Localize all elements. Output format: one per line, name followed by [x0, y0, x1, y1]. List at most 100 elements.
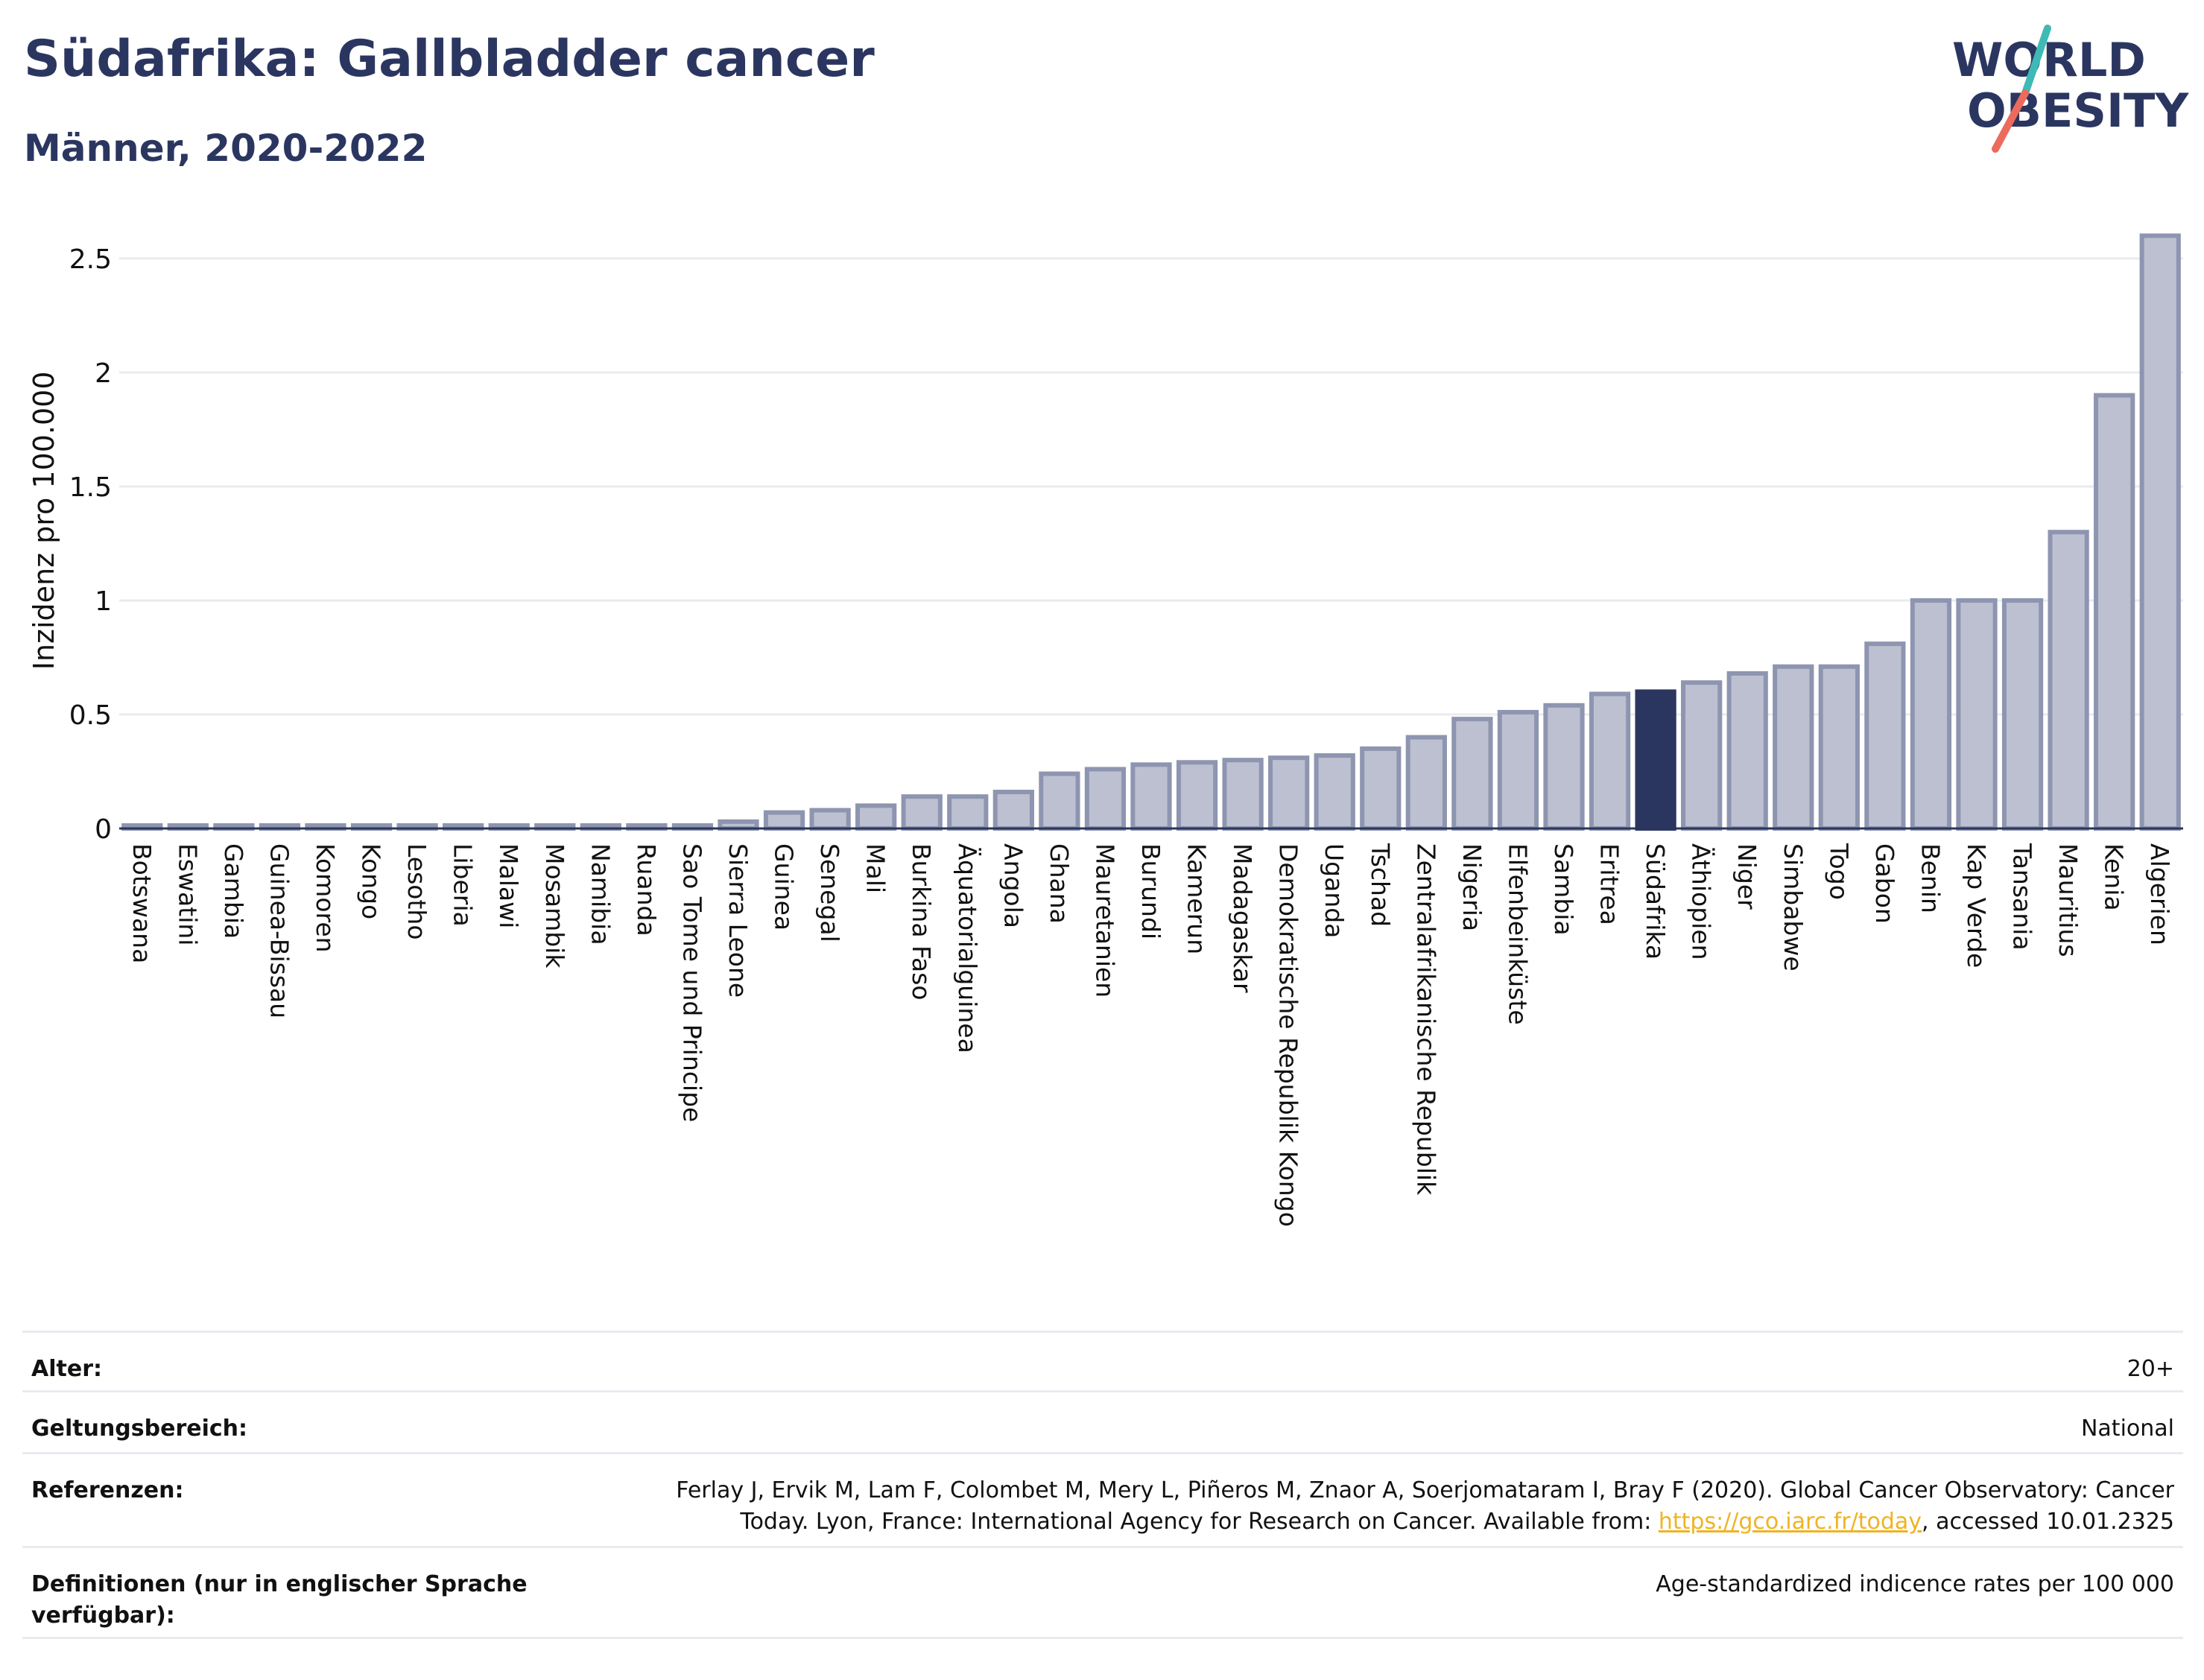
x-tick-label: Guinea-Bissau	[265, 843, 294, 1018]
y-tick-label: 0	[95, 814, 112, 845]
chart-title: Südafrika: Gallbladder cancer	[24, 30, 875, 89]
bar	[763, 810, 805, 831]
x-tick-label: Gambia	[219, 843, 248, 939]
bar	[809, 808, 851, 831]
references-line2-pre: Today. Lyon, France: International Agenc…	[740, 1509, 1659, 1535]
x-tick-label: Tansania	[2008, 843, 2037, 951]
x-tick-label: Tschad	[1366, 843, 1395, 927]
meta-row-references: Referenzen: Ferlay J, Ervik M, Lam F, Co…	[22, 1452, 2183, 1546]
x-tick-label: Sierra Leone	[723, 843, 753, 998]
bar	[1726, 671, 1768, 831]
x-tick-label: Mali	[861, 843, 890, 893]
x-tick-label: Komoren	[311, 843, 340, 953]
bar	[1956, 598, 1998, 831]
bar	[1405, 735, 1447, 831]
meta-row-age: Alter: 20+	[22, 1331, 2183, 1390]
x-tick-label: Kongo	[357, 843, 386, 919]
x-tick-label: Sambia	[1549, 843, 1578, 936]
x-tick-label: Botswana	[127, 843, 156, 963]
x-tick-label: Burkina Faso	[907, 843, 936, 1001]
x-tick-label: Niger	[1732, 843, 1761, 910]
x-tick-label: Namibia	[586, 843, 615, 945]
x-tick-label: Kamerun	[1182, 843, 1212, 954]
x-tick-label: Togo	[1824, 843, 1853, 900]
bar	[855, 803, 897, 831]
logo-line1: WORLD	[1952, 33, 2146, 87]
bar	[947, 794, 989, 831]
bar	[1773, 664, 1814, 831]
scope-value: National	[2080, 1416, 2174, 1442]
x-axis-labels: Botswana Eswatini Gambia Guinea-Bissau Komor…	[127, 843, 2174, 1227]
definitions-value: Age-standardized indicence rates per 100…	[1656, 1571, 2174, 1597]
x-tick-label: Ghana	[1045, 843, 1074, 924]
x-tick-label: Kenia	[2100, 843, 2129, 911]
x-tick-label: Zentralafrikanische Republik	[1411, 843, 1440, 1196]
bar	[1589, 691, 1631, 831]
definitions-label: Definitionen (nur in englischer Sprache …	[31, 1571, 528, 1629]
bar	[1130, 762, 1172, 831]
bar	[1360, 746, 1402, 831]
bar	[901, 794, 943, 831]
x-tick-label: Lesotho	[402, 843, 431, 940]
bar	[992, 790, 1034, 831]
bar	[1084, 767, 1127, 831]
x-tick-label: Äthiopien	[1687, 843, 1716, 960]
bar	[1497, 709, 1539, 831]
y-axis-ticks: 0 0.5 1 1.5 2 2.5	[69, 244, 112, 845]
bar	[1176, 760, 1218, 831]
bar	[1910, 598, 1952, 831]
references-line1: Ferlay J, Ervik M, Lam F, Colombet M, Me…	[676, 1477, 2174, 1503]
x-tick-label: Sao Tome und Principe	[677, 843, 706, 1122]
references-label: Referenzen:	[31, 1477, 184, 1503]
x-tick-label: Algerien	[2145, 843, 2174, 945]
bar	[1543, 703, 1585, 831]
x-tick-label: Gabon	[1870, 843, 1899, 924]
x-tick-label: Südafrika	[1641, 843, 1670, 960]
y-tick-label: 1.5	[69, 472, 112, 503]
x-tick-label: Demokratische Republik Kongo	[1274, 843, 1303, 1227]
y-tick-label: 2.5	[69, 244, 112, 275]
logo-slash-teal	[2021, 25, 2051, 97]
x-tick-label: Nigeria	[1457, 843, 1486, 931]
references-value: Ferlay J, Ervik M, Lam F, Colombet M, Me…	[676, 1475, 2174, 1538]
x-tick-label: Madagaskar	[1228, 843, 1257, 993]
x-tick-label: Ruanda	[632, 843, 661, 936]
scope-label: Geltungsbereich:	[31, 1416, 248, 1442]
chart-subtitle: Männer, 2020-2022	[24, 127, 428, 170]
x-tick-label: Burundi	[1136, 843, 1165, 939]
x-tick-label: Mosambik	[540, 843, 569, 969]
y-tick-label: 2	[95, 358, 112, 389]
bar	[1635, 689, 1676, 831]
x-tick-label: Senegal	[815, 843, 844, 942]
logo-slash-coral	[1992, 89, 2029, 153]
bar	[1864, 641, 1906, 831]
x-tick-label: Elfenbeinküste	[1503, 843, 1532, 1025]
bar	[2094, 393, 2135, 831]
meta-row-definitions: Definitionen (nur in englischer Sprache …	[22, 1546, 2183, 1639]
x-tick-label: Benin	[1916, 843, 1945, 913]
bar	[2048, 530, 2089, 831]
y-axis-label: Inzidenz pro 100.000	[28, 372, 60, 671]
references-line2-post: , accessed 10.01.2325	[1922, 1509, 2174, 1535]
bar	[2001, 598, 2044, 831]
bar-chart: 0 0.5 1 1.5 2 2.5 Botswana Eswatini Gambia Guine…	[28, 233, 2183, 1227]
x-tick-label: Mauretanien	[1090, 843, 1119, 998]
x-tick-label: Malawi	[494, 843, 523, 928]
x-tick-label: Eswatini	[173, 843, 202, 945]
x-tick-label: Kap Verde	[1962, 843, 1991, 968]
references-link[interactable]: https://gco.iarc.fr/today	[1658, 1509, 1922, 1535]
x-tick-label: Mauritius	[2053, 843, 2083, 957]
bars	[121, 233, 2181, 831]
bar	[1818, 664, 1860, 831]
x-tick-label: Eritrea	[1595, 843, 1624, 925]
bar	[1268, 755, 1310, 831]
bar	[1451, 717, 1493, 831]
bar	[1681, 680, 1723, 831]
bar	[1039, 771, 1080, 831]
x-tick-label: Uganda	[1320, 843, 1349, 938]
bar	[1222, 758, 1264, 831]
meta-row-scope: Geltungsbereich: National	[22, 1390, 2183, 1452]
y-tick-label: 0.5	[69, 700, 112, 731]
age-label: Alter:	[31, 1356, 102, 1382]
x-tick-label: Angola	[998, 843, 1027, 928]
